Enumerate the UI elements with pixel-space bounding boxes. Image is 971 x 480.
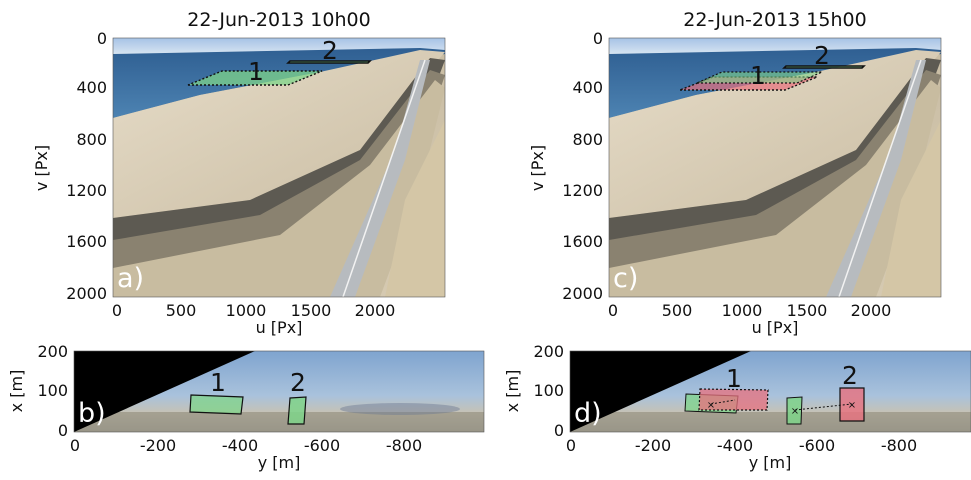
panel-c-ylabel: v [Px] xyxy=(528,145,547,191)
panel-b-roi-1 xyxy=(189,394,244,415)
panel-d-centroid-marker: × xyxy=(791,406,799,417)
panel-a-ylabel: v [Px] xyxy=(32,145,51,191)
panel-c-xlabel: u [Px] xyxy=(752,318,799,337)
panel-b-xtick: -400 xyxy=(222,436,258,455)
panel-d: × × × 1 2 d) 200 100 0 0 -200 -400 -600 … xyxy=(503,342,971,472)
panel-d-roi-1-label: 1 xyxy=(726,364,742,393)
panel-d-xtick: -400 xyxy=(717,436,753,455)
panel-d-shift-arrow-1 xyxy=(710,399,736,405)
panel-a-ytick: 1200 xyxy=(66,181,107,200)
panel-a-xtick: 500 xyxy=(166,301,197,320)
panel-c-xtick: 1500 xyxy=(787,301,828,320)
panel-d-ytick: 200 xyxy=(533,342,564,361)
panel-b: 1 2 b) 200 100 0 0 -200 -400 -600 -800 y… xyxy=(7,342,485,472)
panel-a-roi-1 xyxy=(187,70,323,86)
panel-c-roi-1-label: 1 xyxy=(750,61,766,90)
panel-b-xlabel: y [m] xyxy=(258,453,301,472)
panel-d-xlabel: y [m] xyxy=(749,453,792,472)
panel-c-ytick: 1200 xyxy=(562,181,603,200)
panel-d-xtick: -600 xyxy=(799,436,835,455)
panel-b-ytick: 0 xyxy=(58,421,68,440)
panel-c-ytick: 400 xyxy=(572,78,603,97)
panel-c-xtick: 500 xyxy=(662,301,693,320)
panel-d-shift-arrow-2 xyxy=(794,403,853,411)
panel-a-ytick: 1600 xyxy=(66,232,107,251)
panel-c-ytick: 1600 xyxy=(562,232,603,251)
panel-d-roi-2-label: 2 xyxy=(842,361,858,390)
panel-a-xlabel: u [Px] xyxy=(256,318,303,337)
panel-c-roi-2 xyxy=(782,65,866,69)
panel-b-ytick: 100 xyxy=(37,381,68,400)
panel-b-roi-2 xyxy=(287,396,307,425)
panel-a-ytick: 2000 xyxy=(66,284,107,303)
panel-b-ylabel: x [m] xyxy=(7,370,26,413)
panel-d-centroid-marker: × xyxy=(848,400,856,411)
panel-a-ytick: 800 xyxy=(76,130,107,149)
panel-c-ytick: 0 xyxy=(593,29,603,48)
panel-a-letter: a) xyxy=(117,263,144,294)
panel-b-xtick: -600 xyxy=(304,436,340,455)
panel-a-xtick: 1000 xyxy=(226,301,267,320)
panel-b-roi-1-label: 1 xyxy=(210,368,226,397)
panel-b-xtick: -200 xyxy=(140,436,176,455)
panel-a-xtick: 1500 xyxy=(291,301,332,320)
panel-a-xtick: 0 xyxy=(112,301,122,320)
panel-d-centroid-marker: × xyxy=(707,400,715,411)
panel-d-xtick: -200 xyxy=(635,436,671,455)
panel-d-roi-2-green xyxy=(786,396,803,425)
panel-b-ytick: 200 xyxy=(37,342,68,361)
panel-d-roi-1-red xyxy=(698,388,769,411)
panel-b-rectified-photo xyxy=(74,351,484,432)
panel-d-letter: d) xyxy=(574,398,602,429)
panel-a-roi-1-label: 1 xyxy=(248,57,264,86)
panel-c: 22-Jun-2013 15h00 1 2 c) 0 400 800 1200 … xyxy=(528,9,942,337)
panel-b-letter: b) xyxy=(78,398,106,429)
panel-a-ytick: 0 xyxy=(97,29,107,48)
panel-a: 22-Jun-2013 10h00 1 2 a) 0 400 800 1200 … xyxy=(32,9,446,337)
panel-c-title: 22-Jun-2013 15h00 xyxy=(683,9,866,31)
panel-d-ylabel: x [m] xyxy=(503,370,522,413)
panel-c-letter: c) xyxy=(613,263,638,294)
panel-c-ytick: 800 xyxy=(572,130,603,149)
panel-c-ytick: 2000 xyxy=(562,284,603,303)
panel-c-xtick: 0 xyxy=(608,301,618,320)
panel-a-xtick: 2000 xyxy=(355,301,396,320)
panel-a-roi-2 xyxy=(286,60,372,64)
panel-d-xtick: -800 xyxy=(881,436,917,455)
panel-a-roi-2-label: 2 xyxy=(322,36,338,65)
panel-b-roi-2-label: 2 xyxy=(290,368,306,397)
panel-c-xtick: 2000 xyxy=(851,301,892,320)
panel-d-ytick: 0 xyxy=(554,421,564,440)
panel-b-xtick: -800 xyxy=(386,436,422,455)
panel-b-xtick: 0 xyxy=(70,436,80,455)
panel-d-xtick: 0 xyxy=(566,436,576,455)
panel-a-title: 22-Jun-2013 10h00 xyxy=(187,9,370,31)
panel-c-roi-1-green xyxy=(696,71,823,84)
panel-c-roi-2-label: 2 xyxy=(814,41,830,70)
panel-d-rectified-photo xyxy=(570,351,971,432)
panel-d-ytick: 100 xyxy=(533,381,564,400)
panel-c-xtick: 1000 xyxy=(722,301,763,320)
panel-a-ytick: 400 xyxy=(76,78,107,97)
